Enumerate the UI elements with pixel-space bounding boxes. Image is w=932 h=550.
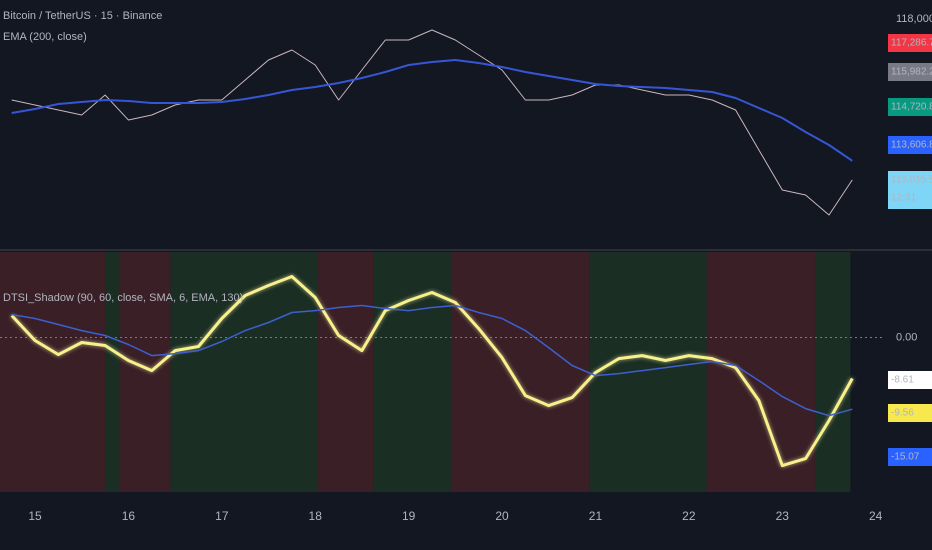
background-band	[589, 252, 707, 492]
price-label-box	[888, 34, 932, 52]
background-band	[170, 252, 319, 492]
line-series	[11, 304, 853, 417]
background-band	[706, 252, 815, 492]
countdown-label: 12:31	[891, 193, 916, 204]
x-tick-label: 23	[776, 509, 790, 523]
x-tick-label: 19	[402, 509, 416, 523]
x-tick-label: 18	[309, 509, 323, 523]
line-series	[11, 59, 853, 162]
line-series	[11, 29, 853, 216]
x-tick-label: 17	[215, 509, 229, 523]
price-label-box	[888, 448, 932, 466]
price-label-box	[888, 404, 932, 422]
price-label: 117,286.73	[891, 38, 932, 49]
x-tick-label: 22	[682, 509, 696, 523]
y-tick-label: 118,000.00	[896, 13, 932, 25]
x-tick-label: 20	[495, 509, 509, 523]
legend-entry: EMA (200, close)	[3, 31, 87, 43]
price-label: 113,015.55	[891, 175, 932, 186]
price-label: 114,720.81	[891, 102, 932, 113]
background-band	[318, 252, 374, 492]
line-series	[10, 275, 854, 468]
background-band	[814, 252, 851, 492]
price-label: -15.07	[891, 452, 920, 463]
y-tick-label: 0.00	[896, 331, 917, 343]
chart-title: Bitcoin / TetherUS · 15 · Binance	[3, 10, 162, 22]
x-tick-label: 16	[122, 509, 136, 523]
price-label-box	[888, 171, 932, 209]
x-tick-label: 21	[589, 509, 603, 523]
price-label-box	[888, 371, 932, 389]
price-label: -9.56	[891, 408, 914, 419]
x-tick-label: 15	[28, 509, 42, 523]
price-label-box	[888, 136, 932, 154]
price-label-box	[888, 63, 932, 81]
price-label-box	[888, 98, 932, 116]
background-band	[120, 252, 171, 492]
background-band	[373, 252, 452, 492]
price-label: 113,606.83	[891, 140, 932, 151]
background-band	[105, 252, 121, 492]
chart-title: DTSI_Shadow (90, 60, close, SMA, 6, EMA,…	[3, 292, 243, 304]
x-tick-label: 24	[869, 509, 883, 523]
price-label: -8.61	[891, 375, 914, 386]
price-label: 115,982.23	[891, 67, 932, 78]
background-band	[0, 252, 106, 492]
background-band	[451, 252, 590, 492]
